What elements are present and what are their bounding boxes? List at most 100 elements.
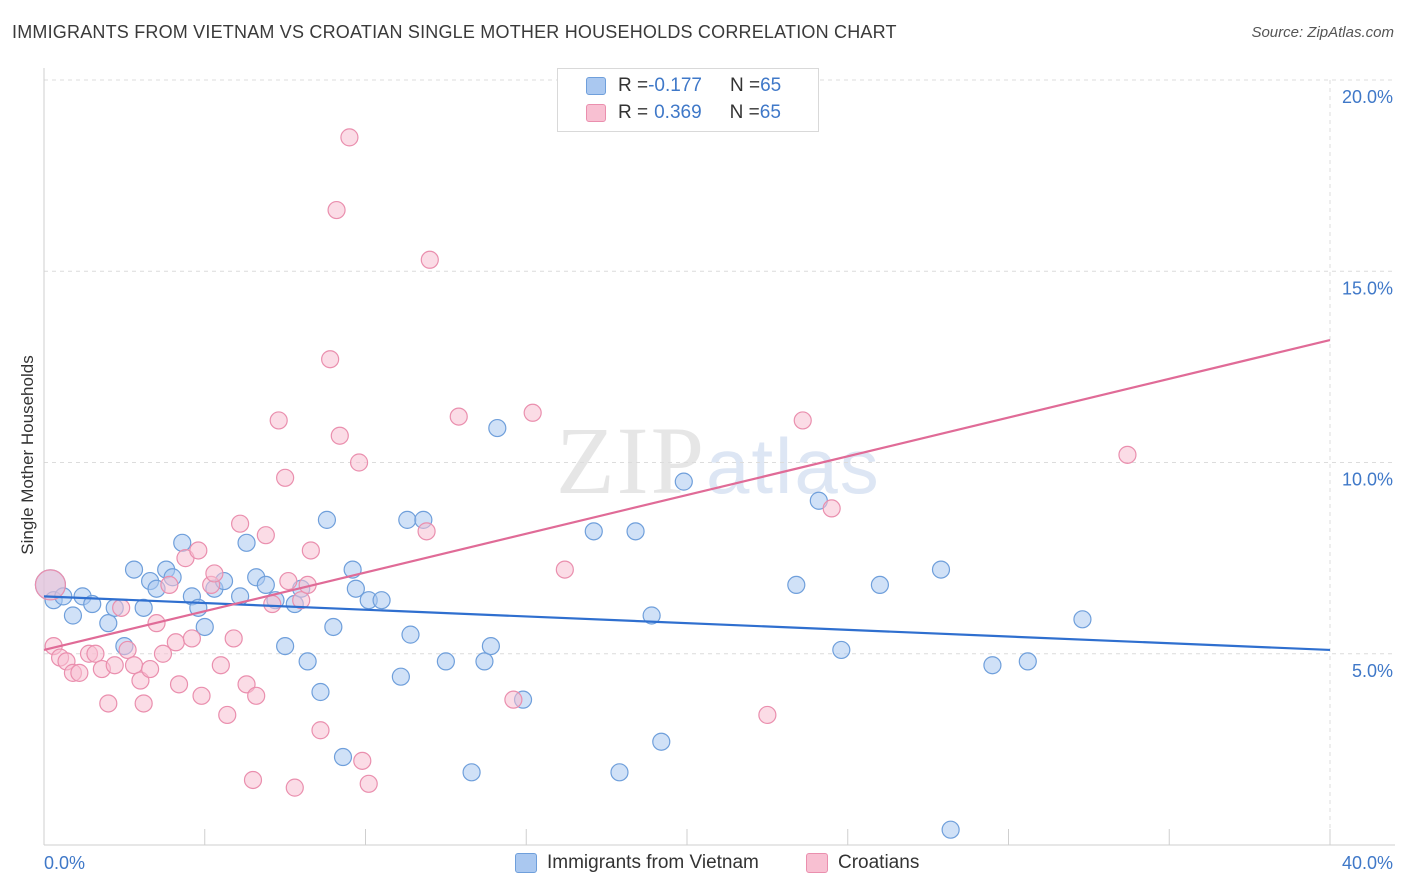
- legend-row-vietnam: R = -0.177 N = 65: [586, 74, 781, 98]
- croatian-trend-line: [43, 339, 1331, 651]
- vietnam-point: [324, 617, 343, 637]
- r-value: 0.369: [654, 102, 702, 123]
- croatian-point: [140, 659, 160, 679]
- vietnam-point: [256, 575, 275, 595]
- croatian-point: [105, 656, 124, 675]
- vietnam-point: [398, 510, 417, 529]
- vietnam-point: [63, 606, 83, 625]
- vietnam-point: [931, 560, 951, 579]
- axes: [43, 68, 1395, 846]
- croatian-point: [231, 514, 250, 533]
- croatian-point: [189, 541, 208, 560]
- croatian-point: [340, 128, 359, 147]
- legend-swatch-blue: [586, 77, 606, 95]
- vietnam-point: [462, 763, 481, 782]
- y-tick-label: 20.0%: [1342, 87, 1393, 107]
- croatian-point: [353, 751, 372, 770]
- x-tick-label: 0.0%: [44, 853, 85, 873]
- n-value: 65: [759, 102, 781, 123]
- vietnam-point: [584, 522, 603, 541]
- y-axis-label: Single Mother Households: [18, 355, 37, 554]
- vietnam-point: [276, 636, 295, 656]
- croatian-point: [99, 694, 118, 713]
- series-legend: Immigrants from Vietnam Croatians: [0, 852, 1406, 878]
- croatian-point: [327, 200, 346, 220]
- croatian-point: [449, 407, 468, 426]
- vietnam-trend-line: [43, 595, 1331, 652]
- croatian-point: [211, 656, 230, 675]
- n-label: N =: [729, 102, 760, 123]
- croatian-point: [321, 350, 340, 369]
- croatian-point: [86, 644, 105, 663]
- vietnam-point: [298, 652, 317, 671]
- croatian-point: [34, 569, 67, 601]
- data-points: [34, 128, 1137, 839]
- croatian-point: [182, 629, 201, 648]
- vietnam-point: [610, 763, 629, 782]
- vietnam-point: [652, 732, 671, 751]
- legend-label: Croatians: [838, 852, 920, 873]
- y-tick-label: 10.0%: [1342, 470, 1393, 490]
- legend-label: Immigrants from Vietnam: [547, 852, 759, 873]
- croatian-point: [1118, 445, 1137, 464]
- vietnam-point: [311, 682, 330, 702]
- croatian-point: [256, 526, 275, 545]
- watermark-atlas: atlas: [706, 422, 881, 510]
- vietnam-point: [401, 625, 420, 644]
- croatian-point: [758, 705, 777, 725]
- croatian-point: [134, 694, 153, 713]
- croatian-point: [417, 522, 436, 541]
- croatian-point: [247, 686, 266, 705]
- legend-item-croatians[interactable]: Croatians: [806, 852, 919, 874]
- vietnam-point: [333, 747, 353, 767]
- legend-swatch-pink: [586, 104, 606, 122]
- croatian-point: [112, 598, 131, 617]
- vietnam-point: [436, 652, 455, 671]
- croatian-point: [279, 571, 298, 591]
- legend-swatch-blue: [515, 853, 537, 873]
- n-value: 65: [760, 75, 782, 96]
- croatian-point: [263, 594, 282, 614]
- vietnam-point: [475, 652, 494, 671]
- legend-swatch-pink: [806, 853, 828, 873]
- x-tick-label: 40.0%: [1342, 853, 1393, 873]
- croatian-point: [243, 770, 263, 790]
- y-tick-label: 15.0%: [1342, 278, 1393, 298]
- grid-lines: [44, 79, 1395, 845]
- n-label: N =: [729, 75, 761, 96]
- tick-labels: 5.0% 10.0% 15.0% 20.0% 0.0% 40.0%: [44, 87, 1393, 873]
- croatian-point: [523, 403, 542, 422]
- vietnam-point: [674, 472, 693, 491]
- croatian-point: [160, 575, 179, 595]
- croatian-point: [153, 644, 173, 663]
- trend-lines: [43, 339, 1331, 652]
- legend-row-croatians: R = 0.369 N = 65: [586, 101, 781, 125]
- croatian-point: [276, 468, 295, 487]
- vietnam-point: [832, 640, 851, 660]
- vietnam-point: [481, 636, 500, 656]
- correlation-legend: R = -0.177 N = 65 R = 0.369 N = 65: [557, 68, 819, 132]
- croatian-point: [822, 499, 841, 518]
- croatian-point: [224, 629, 243, 648]
- legend-item-vietnam[interactable]: Immigrants from Vietnam: [515, 852, 759, 874]
- y-tick-label: 5.0%: [1352, 661, 1393, 681]
- vietnam-point: [983, 656, 1002, 675]
- croatian-point: [166, 633, 185, 652]
- croatian-point: [330, 426, 349, 445]
- vietnam-point: [83, 594, 102, 614]
- croatian-point: [504, 690, 523, 709]
- vietnam-point: [134, 598, 153, 617]
- vietnam-point: [195, 617, 214, 637]
- croatian-point: [205, 564, 224, 583]
- croatian-point: [420, 250, 439, 269]
- vietnam-point: [173, 533, 192, 552]
- croatian-point: [555, 560, 574, 579]
- vietnam-point: [1018, 652, 1037, 671]
- croatian-point: [192, 686, 211, 705]
- vietnam-point: [941, 820, 960, 839]
- r-label: R =: [618, 75, 649, 96]
- vietnam-point: [1073, 610, 1092, 629]
- vietnam-point: [346, 579, 365, 598]
- vietnam-point: [317, 510, 337, 529]
